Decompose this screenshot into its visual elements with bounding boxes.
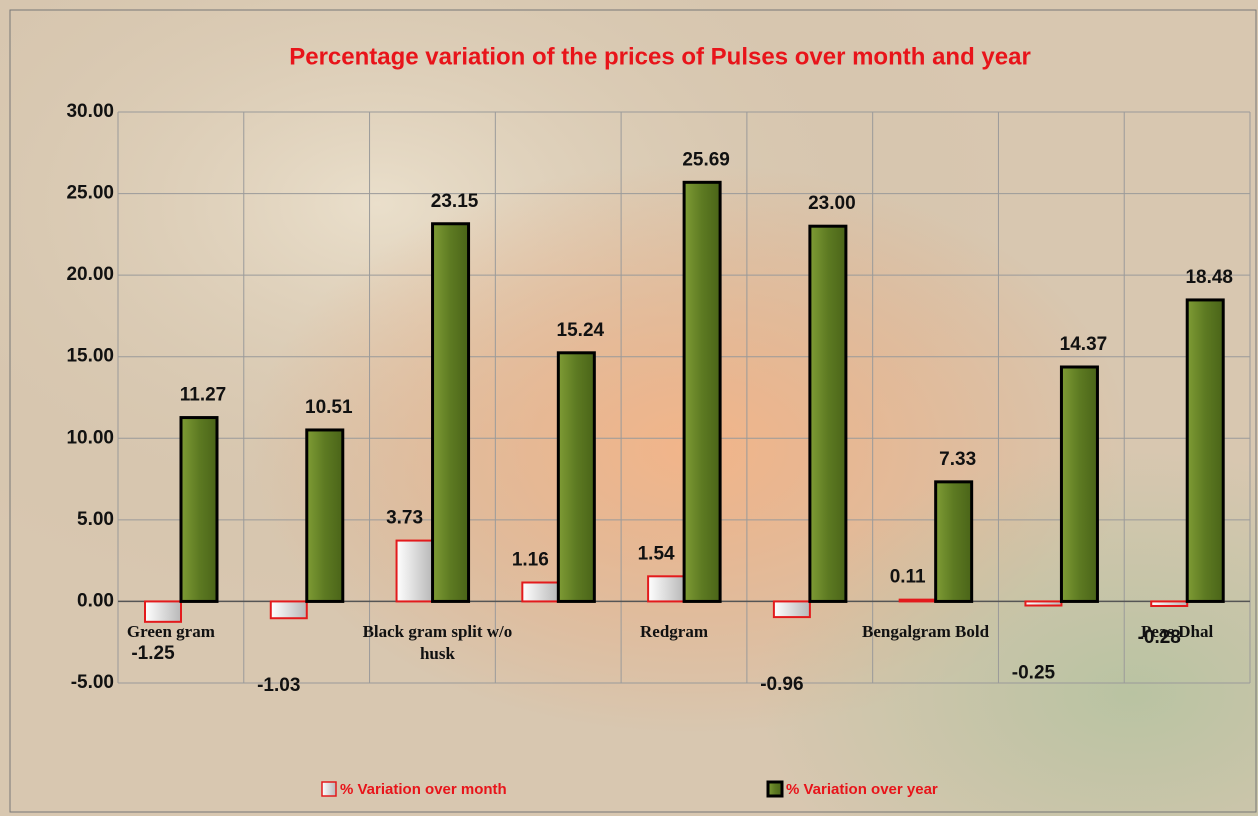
legend-swatch: [766, 780, 784, 798]
y-tick-label: 15.00: [66, 346, 114, 367]
data-label: 11.27: [180, 385, 227, 406]
data-label: -0.96: [760, 674, 803, 695]
y-tick-label: 0.00: [77, 590, 114, 611]
bar: [1024, 600, 1063, 607]
x-tick-label: Black gram split w/o husk: [362, 622, 513, 664]
bar: [647, 575, 686, 603]
data-label: -1.03: [257, 675, 300, 696]
x-tick-label: Redgram: [640, 622, 708, 642]
data-label: -0.25: [1012, 663, 1056, 684]
frame: [9, 9, 1257, 813]
bar: [772, 600, 811, 619]
bar: [808, 224, 848, 603]
bar: [305, 428, 345, 603]
y-tick-label: 25.00: [66, 183, 114, 204]
data-label: 14.37: [1060, 334, 1108, 355]
bar: [682, 180, 722, 603]
bar: [521, 581, 560, 603]
data-label: 3.73: [386, 508, 423, 529]
y-tick-label: 5.00: [77, 509, 114, 530]
bar: [898, 598, 937, 603]
data-label: -1.25: [131, 643, 175, 664]
bar: [144, 600, 182, 623]
data-label: 1.16: [512, 550, 549, 571]
legend-label: % Variation over year: [786, 781, 938, 798]
y-tick-label: 20.00: [66, 264, 114, 285]
data-label: 23.15: [431, 191, 479, 212]
bar: [395, 539, 434, 603]
data-label: 15.24: [557, 320, 605, 341]
data-label: 0.11: [890, 567, 926, 588]
bar: [269, 600, 308, 620]
bar: [556, 351, 596, 603]
bar: [1185, 298, 1225, 603]
data-label: 18.48: [1185, 267, 1233, 288]
y-tick-label: 10.00: [66, 427, 114, 448]
y-tick-label: -5.00: [71, 672, 114, 693]
data-label: 1.54: [638, 543, 675, 564]
bar: [1059, 365, 1099, 603]
bar: [179, 416, 219, 603]
bar: [934, 480, 974, 603]
y-tick-label: 30.00: [66, 101, 114, 122]
chart-title: Percentage variation of the prices of Pu…: [289, 43, 1031, 70]
bar: [431, 222, 471, 603]
data-label: -0.28: [1138, 627, 1181, 648]
legend-label: % Variation over month: [340, 781, 507, 798]
x-tick-label: Green gram: [126, 622, 215, 642]
x-tick-label: Bengalgram Bold: [862, 622, 990, 642]
x-tick-label: Peas Dhal: [1140, 622, 1214, 642]
data-label: 10.51: [305, 397, 353, 418]
bar: [1150, 600, 1189, 607]
data-label: 7.33: [939, 449, 976, 470]
data-label: 25.69: [682, 149, 730, 170]
data-label: 23.00: [808, 193, 856, 214]
legend-swatch: [321, 781, 337, 797]
